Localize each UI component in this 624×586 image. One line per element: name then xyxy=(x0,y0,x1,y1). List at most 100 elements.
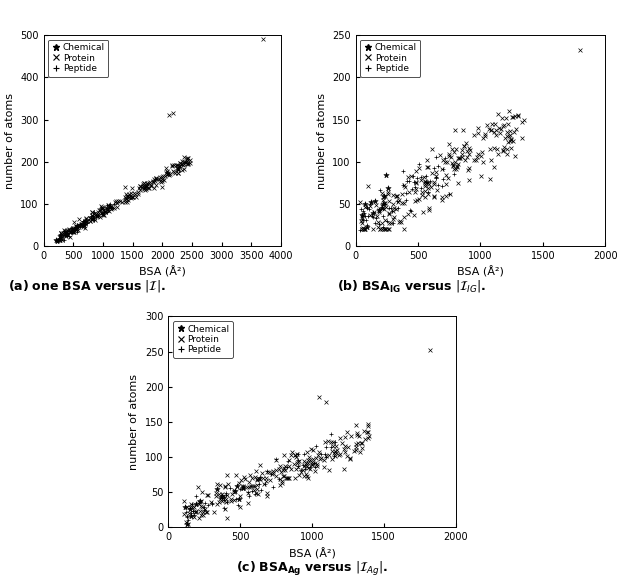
Point xyxy=(298,460,308,469)
Point xyxy=(513,111,523,121)
Point xyxy=(329,448,339,458)
Point xyxy=(258,35,268,44)
Point xyxy=(262,492,272,501)
Point xyxy=(79,217,89,226)
X-axis label: BSA (Å²): BSA (Å²) xyxy=(457,267,504,278)
Point xyxy=(334,451,344,460)
Point xyxy=(300,462,310,471)
Point xyxy=(60,227,70,237)
Point xyxy=(188,507,198,516)
Point xyxy=(271,471,281,481)
Point xyxy=(424,183,434,193)
Point xyxy=(356,226,366,235)
Point xyxy=(188,510,198,519)
Point xyxy=(303,455,313,465)
Point xyxy=(358,215,368,224)
Point xyxy=(106,202,116,211)
Point xyxy=(122,192,132,201)
Point xyxy=(425,346,435,355)
Point xyxy=(398,180,408,190)
Point xyxy=(399,199,409,208)
Point xyxy=(306,459,316,469)
Point xyxy=(252,474,262,483)
Point xyxy=(384,219,394,228)
Point xyxy=(422,162,432,171)
Point xyxy=(329,447,339,456)
Point xyxy=(383,216,392,226)
Point xyxy=(148,178,158,187)
Point xyxy=(451,158,461,167)
Point xyxy=(337,438,347,448)
Point xyxy=(474,149,484,158)
Point xyxy=(231,470,241,479)
Point xyxy=(173,168,183,178)
Point xyxy=(424,203,434,212)
Point xyxy=(386,203,396,213)
Point xyxy=(485,144,495,154)
Point xyxy=(424,189,434,199)
Point xyxy=(187,503,197,512)
Point xyxy=(142,178,152,188)
Point xyxy=(513,111,523,120)
Point xyxy=(452,162,462,172)
Point xyxy=(353,438,363,448)
Point xyxy=(87,215,97,224)
Point xyxy=(517,117,527,126)
Point xyxy=(74,226,84,235)
Point xyxy=(286,464,296,473)
Point xyxy=(222,513,232,523)
Point xyxy=(379,198,389,207)
Point xyxy=(84,213,94,222)
Point xyxy=(173,165,183,174)
Point xyxy=(330,438,340,447)
Point xyxy=(55,231,65,241)
Point xyxy=(193,483,203,492)
Point xyxy=(503,120,513,129)
Point xyxy=(493,109,503,118)
Point xyxy=(369,207,379,216)
Point xyxy=(177,156,187,166)
X-axis label: BSA (Å²): BSA (Å²) xyxy=(288,548,336,559)
Point xyxy=(183,519,193,529)
Point xyxy=(244,491,254,500)
Point xyxy=(255,474,265,483)
Point xyxy=(163,168,173,177)
Point xyxy=(123,195,133,204)
Point xyxy=(76,220,86,230)
Point xyxy=(194,499,204,509)
Point xyxy=(203,500,213,509)
Point xyxy=(87,207,97,216)
Point xyxy=(95,212,105,222)
Point xyxy=(328,437,338,446)
Point xyxy=(491,125,501,135)
Point xyxy=(509,128,519,137)
Point xyxy=(212,484,222,493)
Point xyxy=(486,125,496,134)
Point xyxy=(502,131,512,140)
Point xyxy=(438,174,448,183)
Point xyxy=(380,198,390,207)
Point xyxy=(509,137,519,146)
Point xyxy=(218,491,228,500)
Point xyxy=(411,184,421,193)
Point xyxy=(502,137,512,146)
Point xyxy=(396,217,406,226)
Point xyxy=(334,449,344,459)
Point xyxy=(290,451,300,460)
Point xyxy=(74,214,84,224)
Point xyxy=(471,155,481,165)
Point xyxy=(409,188,419,197)
Point xyxy=(209,507,219,516)
Point xyxy=(251,476,261,485)
Point xyxy=(77,219,87,228)
Point xyxy=(454,153,464,162)
Point xyxy=(95,203,105,213)
Point xyxy=(66,227,76,237)
Point xyxy=(145,178,155,187)
Point xyxy=(91,209,101,218)
Point xyxy=(80,217,90,226)
Point xyxy=(97,202,107,212)
Point xyxy=(61,230,71,240)
Point xyxy=(223,479,233,489)
Point xyxy=(387,206,397,216)
